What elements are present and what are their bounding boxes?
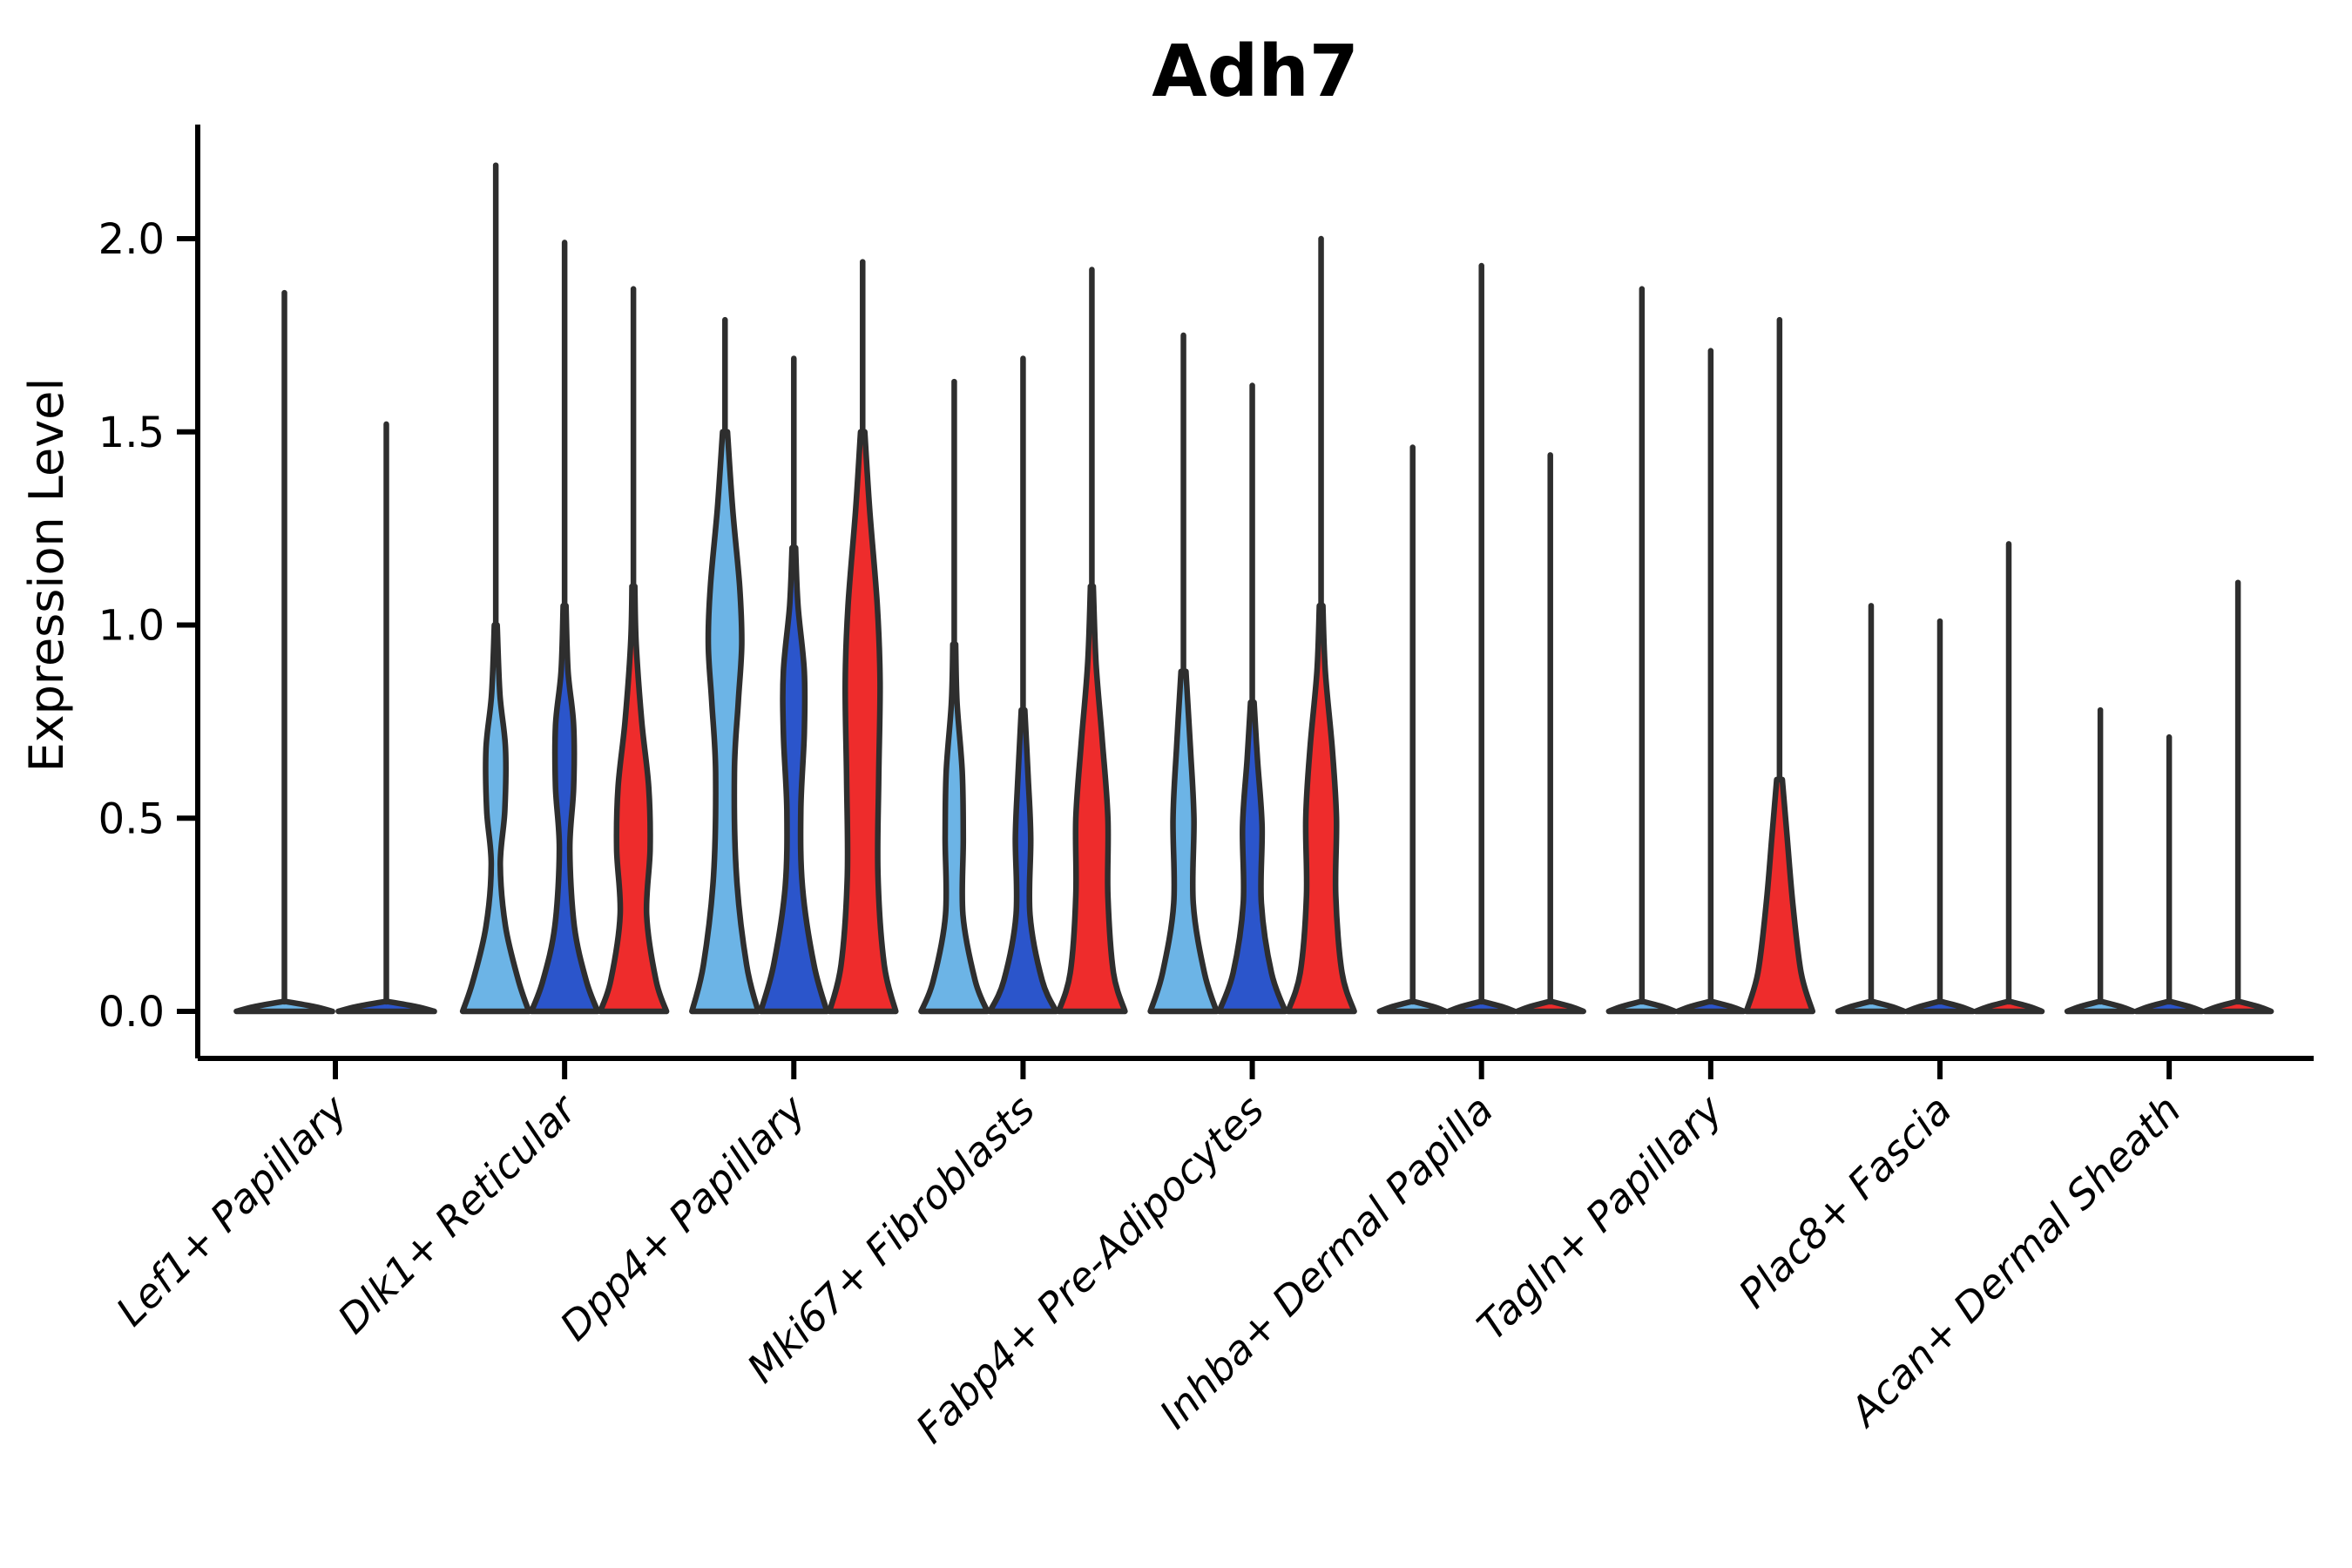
x-tick-label: Dlk1+ Reticular xyxy=(328,1084,587,1342)
y-tick-label: 0.0 xyxy=(98,988,165,1037)
violin-body-g5-s2 xyxy=(1216,699,1288,1015)
violin-body-g3-s3 xyxy=(827,429,899,1015)
axes xyxy=(195,125,2314,1061)
violin-body-g3-s2 xyxy=(758,544,830,1015)
y-tick-label: 0.5 xyxy=(98,794,165,843)
violins-layer xyxy=(233,162,2274,1015)
y-tick-label: 1.0 xyxy=(98,602,165,651)
y-tick-label: 2.0 xyxy=(98,215,165,264)
violin-body-g4-s1 xyxy=(918,641,990,1015)
x-tick-label: Tagln+ Papillary xyxy=(1468,1085,1732,1349)
violin-body-g2-s2 xyxy=(528,603,601,1015)
violin-body-g2-s3 xyxy=(597,583,670,1015)
y-tick-label: 1.5 xyxy=(98,409,165,457)
violin-body-g7-s3 xyxy=(1743,776,1816,1015)
violin-body-g4-s2 xyxy=(987,706,1059,1015)
violin-body-g2-s1 xyxy=(459,622,532,1015)
violin-body-g5-s1 xyxy=(1147,668,1220,1015)
chart-title: Adh7 xyxy=(1152,30,1359,113)
violin-body-g5-s3 xyxy=(1285,603,1357,1015)
y-axis-label: Expression Level xyxy=(19,378,74,773)
x-tick-label: Plac8+ Fascia xyxy=(1729,1086,1960,1317)
violin-body-g3-s1 xyxy=(689,429,761,1015)
y-axis-ticks: 0.0 0.5 1.0 1.5 2.0 xyxy=(98,215,198,1037)
violin-body-g4-s3 xyxy=(1056,583,1128,1015)
x-tick-label: Dpp4+ Papillary xyxy=(551,1085,814,1349)
x-tick-label: Lef1+ Papillary xyxy=(107,1085,356,1335)
